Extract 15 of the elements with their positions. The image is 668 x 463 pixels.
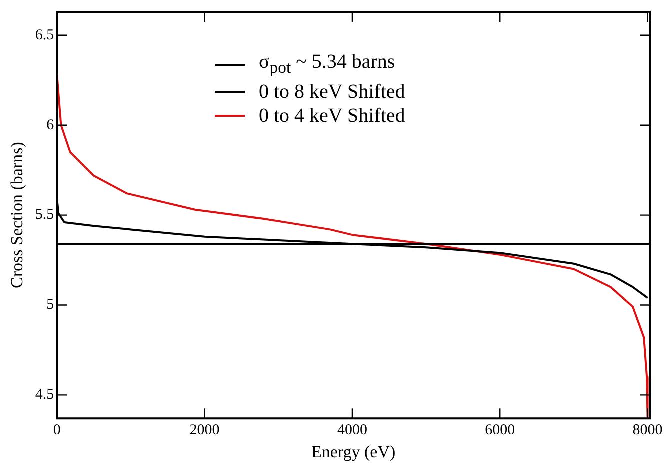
x-tick-label: 8000	[632, 422, 663, 439]
legend-label: σ$_{pot}$ ~ 5.34 barns	[259, 50, 396, 79]
y-tick-label: 4.5	[35, 387, 54, 404]
y-tick-label: 5.5	[35, 207, 54, 224]
x-tick-label: 6000	[485, 422, 516, 439]
legend-label: 0 to 8 keV Shifted	[259, 80, 406, 104]
y-tick-label: 6	[46, 117, 55, 134]
x-tick-label: 0	[53, 422, 61, 439]
x-axis-title: Energy (eV)	[311, 442, 396, 462]
y-axis-title: Cross Section (barns)	[8, 142, 27, 288]
legend-label: 0 to 4 keV Shifted	[259, 104, 406, 128]
x-tick-label: 2000	[190, 422, 220, 439]
y-tick-label: 5	[46, 297, 54, 314]
x-tick-label: 4000	[337, 422, 368, 439]
y-tick-label: 6.5	[35, 27, 54, 44]
